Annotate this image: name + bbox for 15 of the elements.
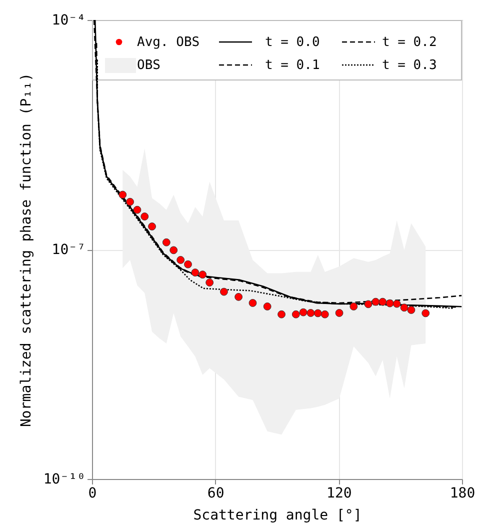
legend-label: Avg. OBS [137,35,200,50]
x-tick-label: 60 [207,486,224,502]
y-axis-title: Normalized scattering phase function (P₁₁) [18,72,34,428]
x-tick-label: 180 [450,486,476,502]
y-tick-label: 10⁻¹⁰ [43,472,86,488]
legend-label: t = 0.3 [382,58,437,73]
x-axis-title: Scattering angle [°] [193,508,362,524]
x-tick-label: 120 [326,486,352,502]
legend-label: OBS [137,58,160,73]
legend-label: t = 0.2 [382,35,437,50]
x-tick-label: 0 [88,486,97,502]
y-tick-label: 10⁻⁷ [52,242,86,258]
y-tick-label: 10⁻⁴ [52,12,86,28]
legend-label: t = 0.1 [265,58,320,73]
legend-label: t = 0.0 [265,35,320,50]
